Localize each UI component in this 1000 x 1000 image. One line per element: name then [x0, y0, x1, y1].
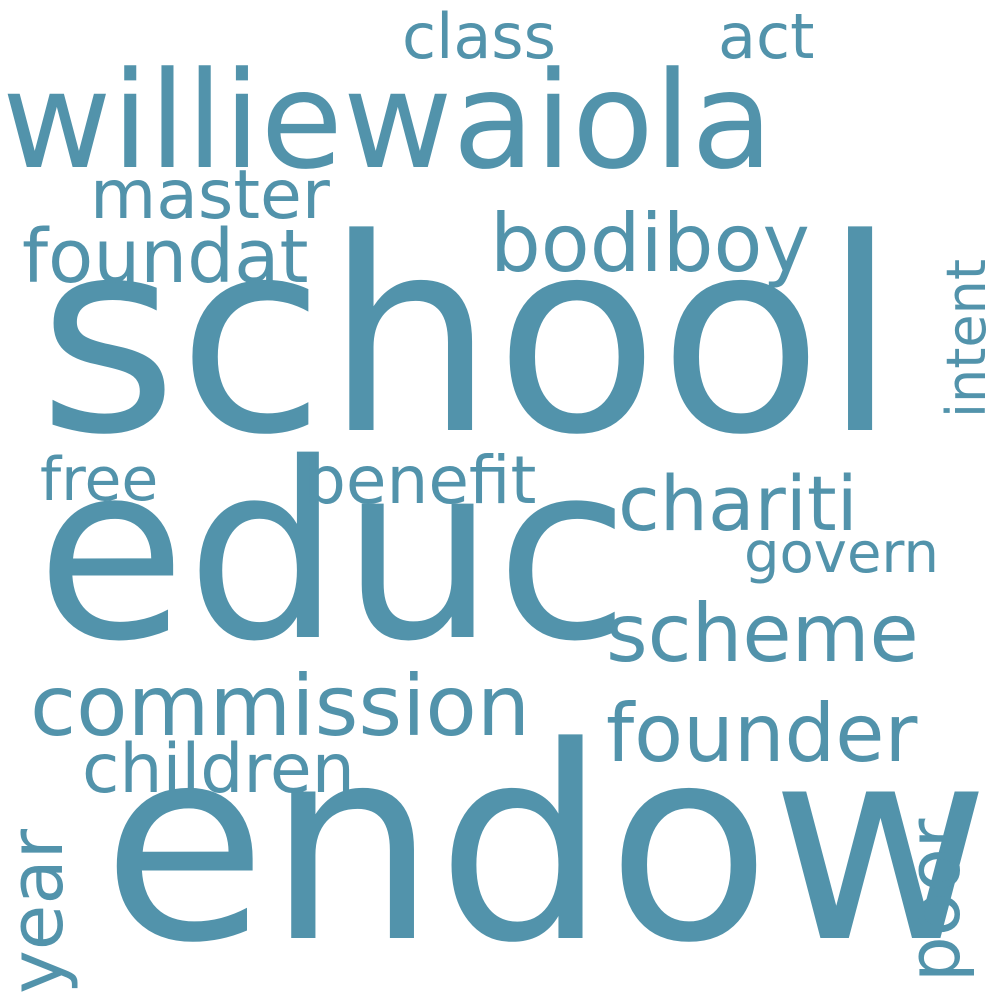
word-intent: intent	[935, 258, 998, 418]
word-govern: govern	[744, 521, 939, 586]
word-school: school	[38, 182, 898, 494]
word-year: year	[0, 828, 80, 994]
word-foundat: foundat	[22, 214, 309, 300]
word-founder: founder	[606, 687, 918, 780]
word-bodiboy: bodiboy	[490, 197, 810, 290]
word-endow: endow	[102, 690, 991, 1000]
word-class: class	[402, 0, 556, 73]
word-scheme: scheme	[606, 587, 919, 680]
word-chariti: chariti	[618, 459, 858, 548]
word-master: master	[90, 156, 330, 235]
word-educ: educ	[36, 411, 630, 695]
word-children: children	[82, 730, 355, 809]
word-poor: poor	[892, 818, 976, 982]
word-free: free	[40, 445, 159, 515]
word-commission: commission	[30, 657, 531, 755]
word-benefit: benefit	[304, 442, 537, 519]
word-act: act	[718, 0, 815, 73]
word-williewaiola: williewaiola	[2, 43, 774, 199]
